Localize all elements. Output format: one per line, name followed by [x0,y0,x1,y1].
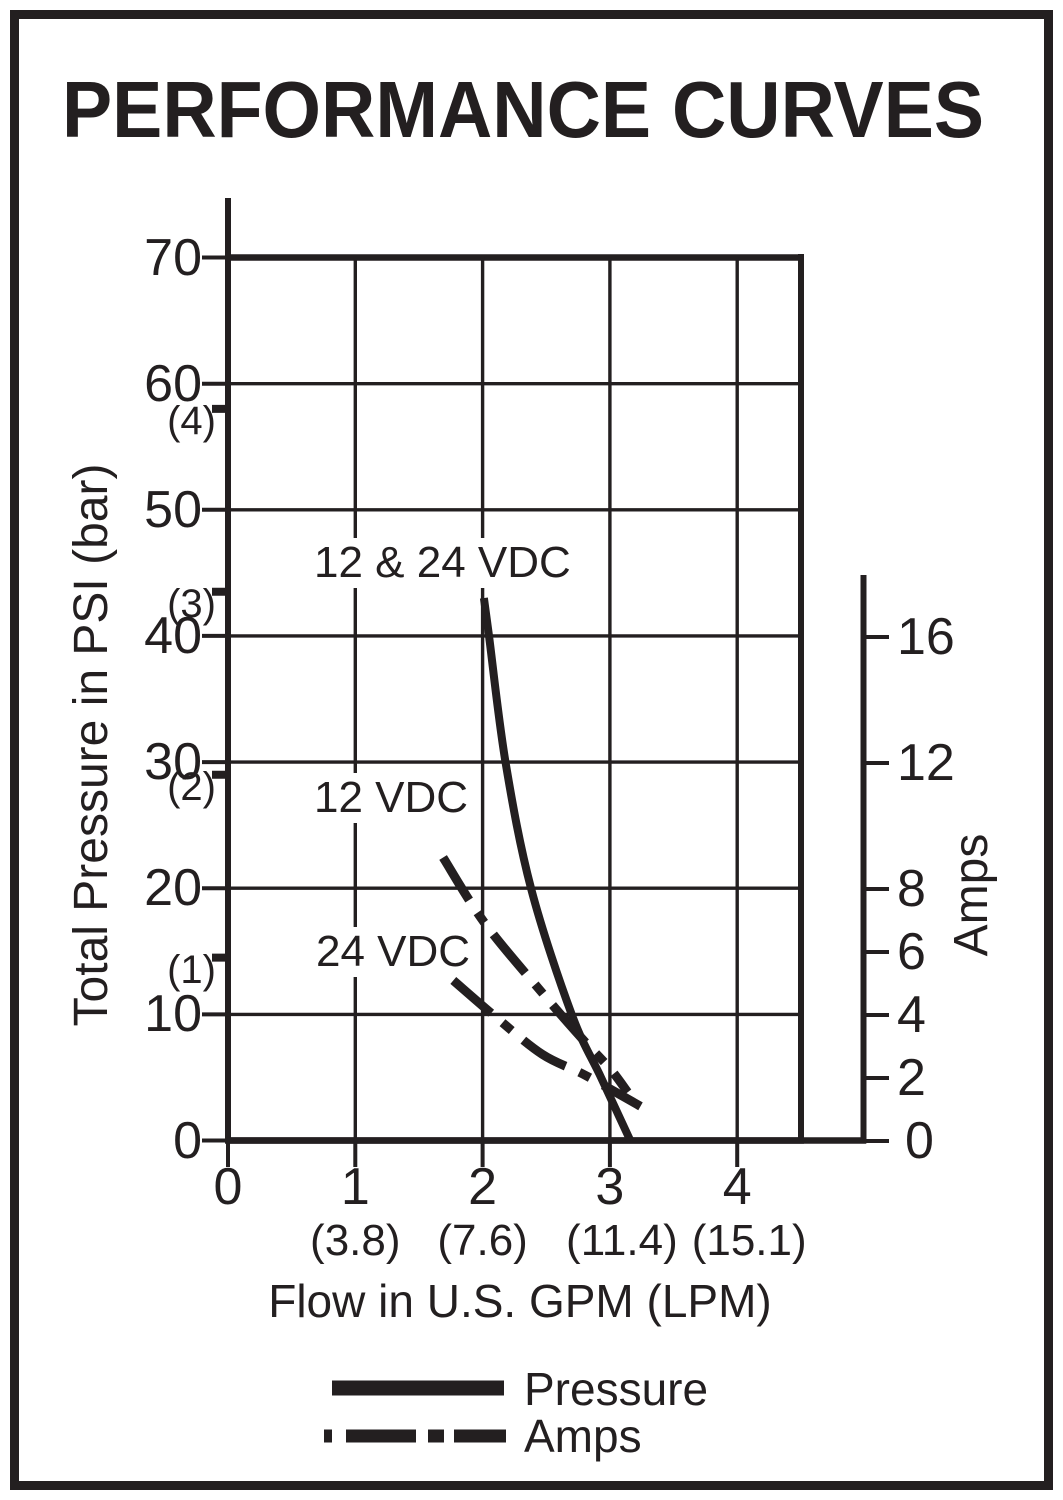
psi-tick-label-10: 10 [144,985,202,1044]
bar-tick-label-(4): (4) [167,398,216,443]
lpm-tick-label-4: (15.1) [691,1216,807,1265]
gpm-tick-label-1: 1 [340,1158,370,1216]
psi-tick-label-60: 60 [144,354,202,413]
gpm-tick-label-2: 2 [468,1158,498,1216]
amp-tick-label-4: 4 [897,986,926,1044]
curve-pressure-12-and-24-vdc [479,597,634,1143]
amp-tick-label-12: 12 [897,734,955,792]
bar-tick-label-(1): (1) [167,947,216,992]
page-title: PERFORMANCE CURVES [62,65,985,154]
amp-tick-label-2: 2 [897,1049,926,1107]
psi-tick-label-0: 0 [173,1111,202,1170]
curve-label-pressure: 12 & 24 VDC [306,538,579,588]
left-y-axis-title: Total Pressure in PSI (bar) [65,463,118,1027]
psi-tick-label-30: 30 [144,733,202,792]
lpm-tick-label-2: (7.6) [437,1216,528,1265]
amp-tick-label-16: 16 [897,608,955,666]
amp-tick-label-6: 6 [897,923,926,981]
gpm-tick-label-3: 3 [595,1158,625,1216]
x-axis-title: Flow in U.S. GPM (LPM) [268,1275,772,1327]
amp-tick-label-8: 8 [897,860,926,918]
gpm-tick-label-0: 0 [213,1158,243,1216]
psi-tick-label-20: 20 [144,859,202,918]
legend-label-pressure: Pressure [524,1363,709,1415]
curve-label-amps-24vdc: 24 VDC [308,927,479,977]
figure-border [10,10,1053,1490]
psi-tick-label-70: 70 [144,228,202,287]
legend-label-amps: Amps [524,1410,642,1462]
lpm-tick-label-1: (3.8) [310,1216,401,1265]
lpm-tick-label-3: (11.4) [566,1216,678,1265]
right-y-axis-title: Amps [945,833,998,957]
amp-tick-label-0: 0 [905,1112,934,1170]
psi-tick-label-50: 50 [144,480,202,539]
bar-tick-label-(2): (2) [167,764,216,809]
curve-label-amps-12vdc: 12 VDC [306,773,477,823]
bar-tick-label-(3): (3) [167,581,216,626]
psi-tick-label-40: 40 [144,606,202,665]
gpm-tick-label-4: 4 [722,1158,752,1216]
curve-amps-12-vdc [439,855,632,1095]
curve-amps-24-vdc [450,976,643,1111]
